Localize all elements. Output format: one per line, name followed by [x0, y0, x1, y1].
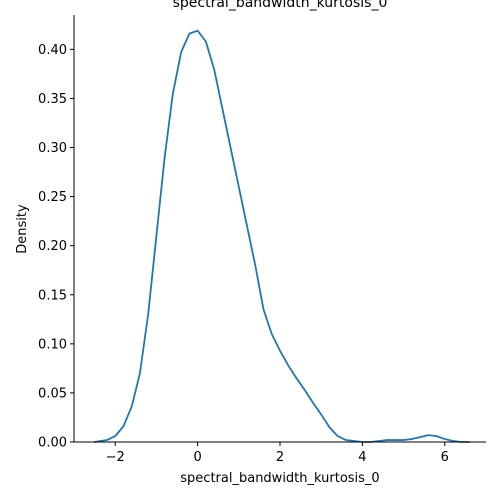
plot-area: [93, 29, 471, 443]
x-axis-label: spectral_bandwidth_kurtosis_0: [180, 471, 379, 486]
y-tick-label: 0.05: [38, 386, 67, 401]
y-ticks: 0.00 0.05 0.10 0.15 0.20 0.25 0.30 0.35 0.40: [38, 43, 74, 451]
x-tick-label: −2: [106, 450, 125, 465]
x-tick-label: 4: [358, 450, 366, 465]
x-tick-label: 0: [193, 450, 201, 465]
x-tick-label: 2: [276, 450, 284, 465]
x-tick-label: 6: [441, 450, 449, 465]
y-tick-label: 0.40: [38, 43, 67, 58]
y-tick-label: 0.10: [38, 337, 67, 352]
y-axis-label: Density: [15, 204, 30, 254]
x-ticks: −2 0 2 4 6: [106, 442, 449, 465]
y-tick-label: 0.00: [38, 436, 67, 451]
y-tick-label: 0.35: [38, 92, 67, 107]
y-tick-label: 0.15: [38, 288, 67, 303]
y-tick-label: 0.20: [38, 239, 67, 254]
density-line: [93, 29, 471, 443]
y-tick-label: 0.25: [38, 190, 67, 205]
chart-title: spectral_bandwidth_kurtosis_0: [173, 0, 388, 11]
y-tick-label: 0.30: [38, 141, 67, 156]
